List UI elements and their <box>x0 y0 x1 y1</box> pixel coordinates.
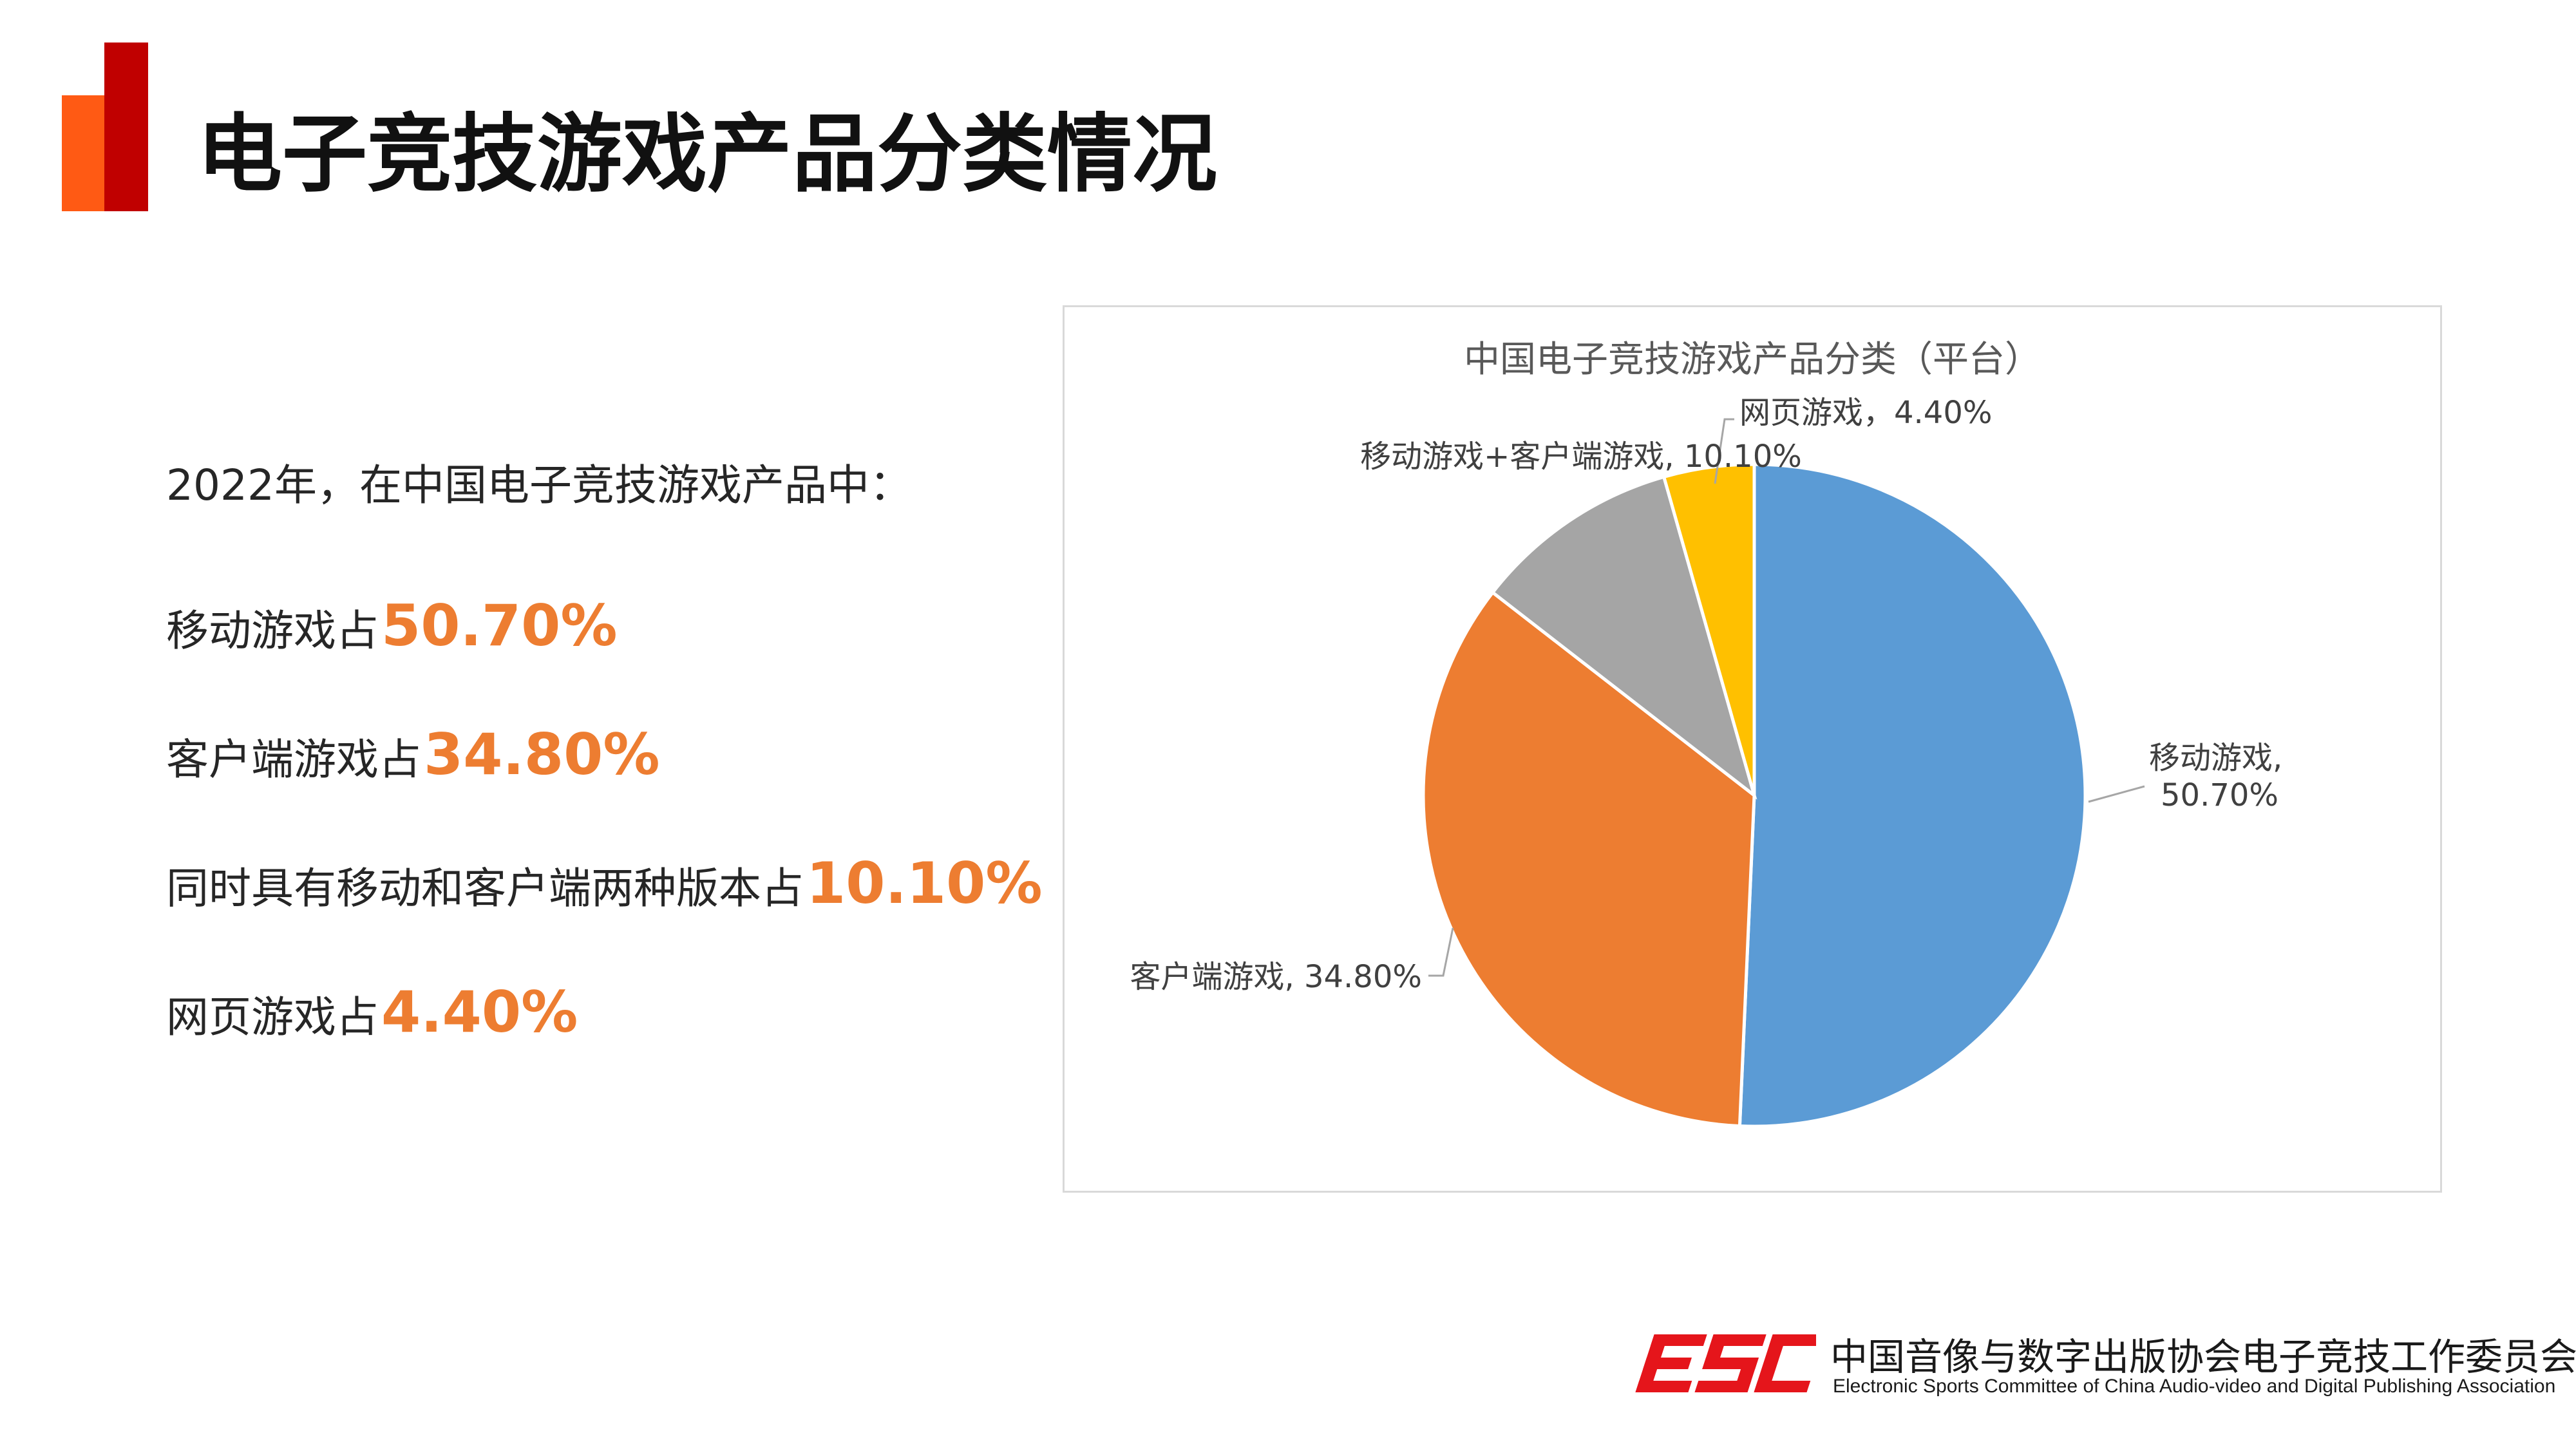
summary-item-value: 10.10% <box>806 850 1043 916</box>
chart-title: 中国电子竞技游戏产品分类（平台） <box>1464 339 2041 381</box>
slide-title: 电子竞技游戏产品分类情况 <box>197 105 1217 204</box>
summary-item-value: 4.40% <box>381 979 578 1045</box>
summary-item-value: 50.70% <box>381 592 618 659</box>
title-accent-bar-orange <box>62 95 104 211</box>
leader-line-client <box>1428 927 1454 977</box>
title-accent-bar-red <box>104 43 148 211</box>
summary-intro: 2022年，在中国电子竞技游戏产品中： <box>166 460 912 510</box>
summary-item-value: 34.80% <box>424 721 660 788</box>
leader-line-web <box>1714 418 1734 484</box>
pie-chart: 移动游戏, 50.70% 客户端游戏, 34.80% 移动游戏+客户端游戏, 1… <box>1130 395 2282 1128</box>
pie-slice-client <box>1421 590 1756 1128</box>
pie-slice-mobile <box>1738 462 2087 1128</box>
slice-label-mobile-value: 50.70% <box>2161 777 2278 813</box>
summary-item-label: 客户端游戏占 <box>166 735 421 784</box>
summary-item-web: 网页游戏占4.40% <box>166 979 578 1045</box>
summary-item-client: 客户端游戏占34.80% <box>166 721 660 788</box>
summary-item-label: 网页游戏占 <box>166 992 379 1042</box>
leader-line-mobile <box>2088 785 2145 803</box>
esc-logo <box>1635 1334 1816 1392</box>
slice-label-client: 客户端游戏, 34.80% <box>1130 959 1422 995</box>
summary-item-label: 移动游戏占 <box>166 606 379 656</box>
summary-item-mobile: 移动游戏占50.70% <box>166 592 618 659</box>
pie-slice-both <box>1490 475 1757 800</box>
summary-item-both: 同时具有移动和客户端两种版本占10.10% <box>166 850 1043 916</box>
pie-chart-frame: 中国电子竞技游戏产品分类（平台） 移动游戏, 50.70% 客户端游戏, 34.… <box>1063 305 2442 1193</box>
slice-label-mobile-name: 移动游戏, <box>2149 740 2282 776</box>
organization-name: 中国音像与数字出版协会电子竞技工作委员会 <box>1830 1335 2576 1379</box>
slice-label-web: 网页游戏，4.40% <box>1739 395 1993 431</box>
pie-slice-web <box>1662 462 1756 796</box>
organization-name-english: Electronic Sports Committee of China Aud… <box>1833 1376 2556 1397</box>
summary-item-label: 同时具有移动和客户端两种版本占 <box>166 864 804 913</box>
slice-label-both: 移动游戏+客户端游戏, 10.10% <box>1360 439 1802 475</box>
